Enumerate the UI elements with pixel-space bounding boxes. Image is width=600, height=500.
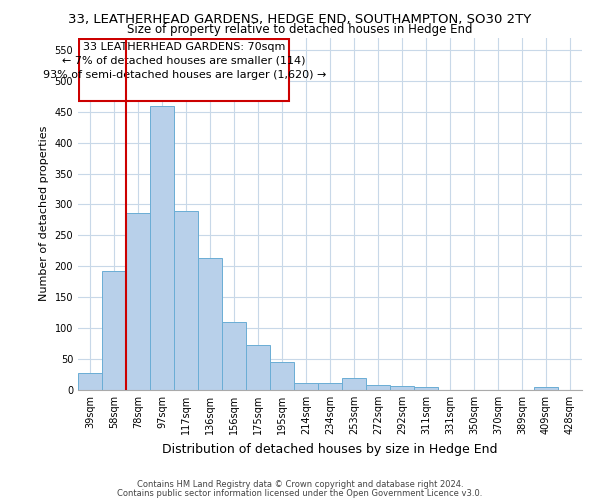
Bar <box>79 38 289 100</box>
Bar <box>366 385 390 390</box>
Bar <box>78 372 102 390</box>
Bar <box>150 106 174 390</box>
Bar <box>174 210 198 390</box>
Bar <box>102 272 126 390</box>
Bar <box>270 362 294 390</box>
Bar <box>414 387 438 390</box>
Bar <box>534 387 558 390</box>
Bar <box>390 386 414 390</box>
Text: 33 LEATHERHEAD GARDENS: 70sqm
← 7% of detached houses are smaller (114)
93% of s: 33 LEATHERHEAD GARDENS: 70sqm ← 7% of de… <box>43 42 326 80</box>
Y-axis label: Number of detached properties: Number of detached properties <box>39 126 49 302</box>
Bar <box>318 382 342 390</box>
Bar <box>222 322 246 390</box>
Bar <box>246 345 270 390</box>
Text: 33, LEATHERHEAD GARDENS, HEDGE END, SOUTHAMPTON, SO30 2TY: 33, LEATHERHEAD GARDENS, HEDGE END, SOUT… <box>68 12 532 26</box>
Text: Contains public sector information licensed under the Open Government Licence v3: Contains public sector information licen… <box>118 488 482 498</box>
Bar <box>342 378 366 390</box>
Bar <box>198 258 222 390</box>
Bar <box>294 382 318 390</box>
X-axis label: Distribution of detached houses by size in Hedge End: Distribution of detached houses by size … <box>162 442 498 456</box>
Bar <box>126 212 150 390</box>
Text: Size of property relative to detached houses in Hedge End: Size of property relative to detached ho… <box>127 24 473 36</box>
Text: Contains HM Land Registry data © Crown copyright and database right 2024.: Contains HM Land Registry data © Crown c… <box>137 480 463 489</box>
